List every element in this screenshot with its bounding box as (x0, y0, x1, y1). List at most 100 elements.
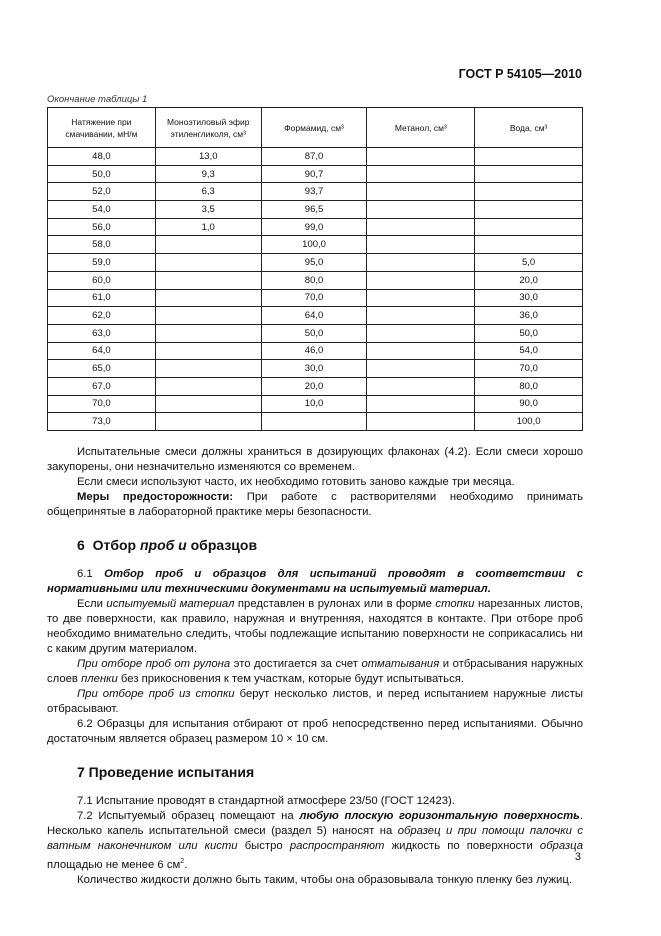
table-cell: 70,0 (47, 394, 156, 414)
table-cell: 80,0 (474, 376, 583, 396)
table-cell: 80,0 (260, 270, 368, 290)
table-cell (474, 147, 583, 166)
table-cell: 30,0 (474, 288, 583, 308)
table-cell: 87,0 (260, 147, 368, 166)
table-cell (366, 270, 476, 290)
table-cell: 63,0 (47, 323, 156, 343)
table-cell (154, 341, 262, 361)
table-cell (154, 412, 262, 431)
table-cell: 50,0 (47, 164, 156, 184)
table-cell: 54,0 (47, 200, 156, 219)
paragraph: Меры предосторожности: При работе с раст… (47, 490, 583, 520)
table-row: 63,0 50,0 50,0 (47, 323, 583, 343)
table-cell: 90,7 (260, 164, 368, 184)
table-cell: 70,0 (474, 359, 583, 378)
paragraph: Количество жидкости должно быть таким, ч… (77, 873, 572, 886)
table-cell: 61,0 (47, 288, 156, 308)
table-cell (366, 253, 476, 272)
table-row: 50,0 9,3 90,7 (47, 164, 583, 184)
table-cell (366, 147, 476, 166)
table-row: 61,0 70,0 30,0 (47, 288, 583, 308)
paragraph: Испытательные смеси должны храниться в д… (47, 446, 583, 473)
section-6-heading: 6 Отбор проб и образцов (77, 537, 258, 553)
table-cell (366, 412, 476, 431)
page-number: 3 (574, 851, 581, 863)
table-cell: 56,0 (47, 217, 156, 237)
section-7-heading: 7 Проведение испытания (77, 764, 255, 780)
table-cell: 52,0 (47, 182, 156, 202)
table-cell: 70,0 (260, 288, 368, 308)
table-cell (154, 323, 262, 343)
data-table: Натяжение при смачивании, мН/м Моноэтилов… (47, 107, 583, 431)
table-row: 65,0 30,0 70,0 (47, 359, 583, 378)
table-cell: 13,0 (154, 147, 262, 166)
table-cell: 95,0 (260, 253, 368, 272)
table-row: 54,0 3,5 96,5 (47, 200, 583, 219)
body-text: Испытательные смеси должны храниться в д… (47, 445, 583, 888)
paragraph: 7.2 Испытуемый образец помещают на любую… (47, 810, 584, 871)
table-cell (366, 306, 476, 325)
table-cell (154, 235, 262, 255)
table-row: 52,0 6,3 93,7 (47, 182, 583, 202)
table-cell (474, 182, 583, 202)
table-cell (366, 394, 476, 414)
table-cell (474, 164, 583, 184)
paragraph: 7.1 Испытание проводят в стандартной атм… (77, 795, 455, 807)
table-cell: 3,5 (154, 200, 262, 219)
table-cell (474, 235, 583, 255)
table-cell: 5,0 (474, 253, 583, 272)
table-cell (154, 270, 262, 290)
table-cell (366, 341, 476, 361)
table-cell (154, 253, 262, 272)
table-cell: 30,0 (260, 359, 368, 378)
table-cell: 10,0 (260, 394, 368, 414)
table-row: 60,0 80,0 20,0 (47, 270, 583, 290)
table-cell (474, 217, 583, 237)
table-cell (366, 288, 476, 308)
table-cell: 50,0 (474, 323, 583, 343)
table-cell: 20,0 (474, 270, 583, 290)
column-header: Натяжение при смачивании, мН/м (47, 107, 156, 148)
column-header: Вода, см³ (474, 107, 583, 148)
table-cell: 54,0 (474, 341, 583, 361)
table-cell: 62,0 (47, 306, 156, 325)
table-cell: 9,3 (154, 164, 262, 184)
table-cell: 50,0 (260, 323, 368, 343)
table-cell (154, 376, 262, 396)
table-cell: 67,0 (47, 376, 156, 396)
table-cell: 73,0 (47, 412, 156, 431)
table-cell (366, 359, 476, 378)
paragraph: Если смеси используют часто, их необходи… (77, 476, 515, 488)
table-row: 62,0 64,0 36,0 (47, 306, 583, 325)
table-cell: 60,0 (47, 270, 156, 290)
table-cell (366, 164, 476, 184)
table-cell (474, 200, 583, 219)
column-header: Моноэтиловый эфир этиленгликоля, см³ (154, 107, 262, 148)
table-cell: 93,7 (260, 182, 368, 202)
table-cell (154, 306, 262, 325)
paragraph: Если испытуемый материал представлен в р… (47, 598, 583, 655)
table-row: 70,0 10,0 90,0 (47, 394, 583, 414)
table-cell (366, 217, 476, 237)
table-cell: 20,0 (260, 376, 368, 396)
table-cell: 48,0 (47, 147, 156, 166)
table-cell (366, 235, 476, 255)
table-caption: Окончание таблицы 1 (47, 94, 148, 105)
table-cell (366, 323, 476, 343)
document-header: ГОСТ Р 54105—2010 (458, 67, 582, 81)
paragraph: При отборе проб от рулона это достигаетс… (47, 658, 583, 685)
table-cell: 6,3 (154, 182, 262, 202)
table-cell: 100,0 (474, 412, 583, 431)
bold-label: Меры предосторожности: (77, 491, 234, 503)
table-cell (260, 412, 368, 431)
table-cell (366, 182, 476, 202)
table-cell: 99,0 (260, 217, 368, 237)
table-cell: 90,0 (474, 394, 583, 414)
table-cell (154, 359, 262, 378)
table-row: 58,0 100,0 (47, 235, 583, 255)
table-cell: 65,0 (47, 359, 156, 378)
table-cell: 96,5 (260, 200, 368, 219)
table-cell: 1,0 (154, 217, 262, 237)
column-header: Формамид, см³ (260, 107, 368, 148)
